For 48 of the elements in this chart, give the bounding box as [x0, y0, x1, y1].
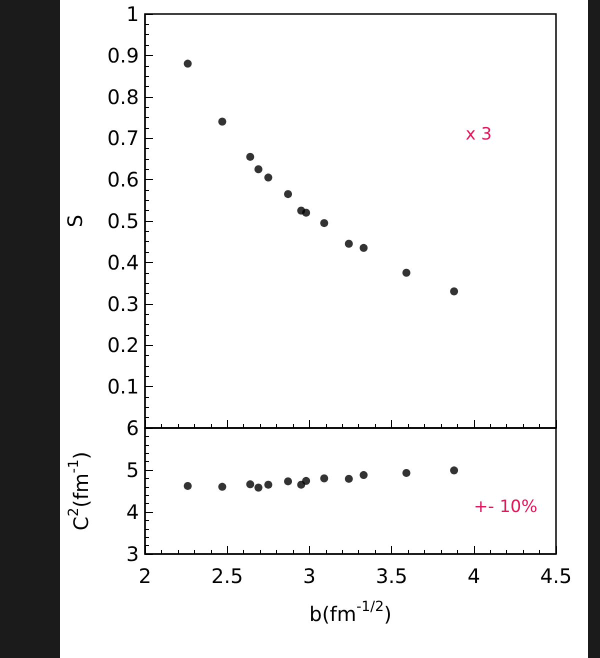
y-axis-title: C2(fm-1) [66, 452, 93, 530]
point [184, 60, 192, 68]
point [246, 480, 254, 488]
point [264, 480, 272, 489]
y-tick-label: 0.2 [107, 333, 139, 358]
point [344, 240, 353, 248]
x-tick-label: 3.5 [376, 564, 408, 588]
x-tick-label: 2 [138, 564, 152, 588]
y-axis-title: S [63, 214, 87, 228]
y-tick-label: 4 [126, 500, 139, 524]
y-tick-label: 0.5 [107, 209, 139, 233]
point [184, 482, 192, 490]
y-tick-label: 0.1 [107, 374, 139, 399]
point [284, 190, 292, 198]
point [344, 474, 353, 483]
point [254, 165, 262, 174]
y-tick-label: 0.9 [107, 43, 139, 68]
point [218, 118, 226, 126]
point [284, 477, 292, 486]
y-tick-label: 0.7 [107, 126, 139, 150]
x-tick-label: 4 [467, 564, 480, 588]
y-tick-label: 1 [126, 2, 139, 26]
point [360, 471, 368, 480]
point [320, 219, 328, 228]
point [402, 468, 410, 477]
point [218, 482, 226, 491]
y-tick-label: 5 [126, 458, 139, 482]
x-tick-label: 4.5 [540, 564, 572, 588]
point [264, 174, 272, 182]
point [320, 474, 328, 482]
point [450, 287, 458, 296]
y-tick-label: 0.8 [107, 84, 139, 109]
annotation: x 3 [466, 124, 492, 144]
point [302, 476, 310, 485]
y-tick-label: 0.3 [107, 292, 139, 316]
y-tick-label: 0.4 [107, 250, 139, 274]
point [246, 152, 254, 161]
point [450, 466, 458, 474]
point [402, 268, 410, 277]
x-tick-label: 3 [303, 564, 316, 588]
x-tick-label: 2.5 [211, 564, 244, 588]
y-tick-label: 0.6 [107, 168, 139, 192]
annotation: +- 10% [474, 497, 538, 518]
point [254, 484, 262, 492]
point [360, 244, 368, 252]
y-tick-label: 6 [126, 416, 139, 440]
point [302, 208, 310, 217]
y-tick-label: 3 [126, 542, 139, 566]
